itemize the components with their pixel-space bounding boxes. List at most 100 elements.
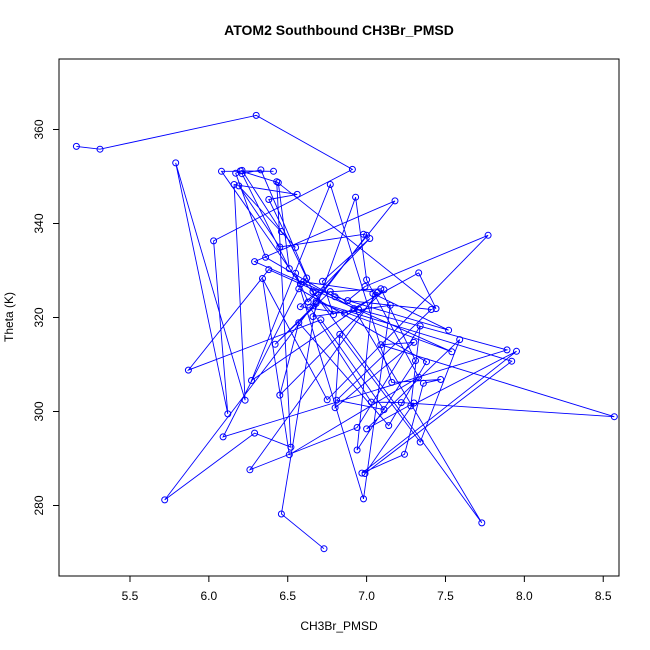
data-point [276,243,284,251]
data-point [369,290,377,297]
y-tick-label: 300 [32,401,46,421]
data-point [361,283,369,290]
series-layer [72,111,618,553]
data-point [232,169,240,177]
data-point [427,306,435,313]
data-point [248,377,255,384]
data-point [484,231,492,239]
data-point [285,265,293,273]
data-point [388,378,396,386]
data-point [312,299,320,307]
data-point [235,182,243,190]
y-axis-label: Theta (K) [2,292,16,342]
data-point [312,289,320,297]
data-point [317,316,325,324]
data-point [224,410,232,418]
data-point [259,275,266,282]
data-point [295,319,303,327]
y-tick-label: 340 [32,213,46,233]
data-point [295,285,303,293]
data-point [385,422,393,430]
data-point [331,293,339,301]
data-point [287,443,295,451]
data-point [296,303,304,311]
series-line [76,114,615,550]
data-point [380,286,388,294]
data-point [210,237,218,245]
data-point [401,450,408,458]
data-point [292,269,300,277]
data-point [326,181,334,188]
data-point [352,193,360,201]
data-point [410,338,418,346]
data-point [397,399,405,407]
data-point [360,495,367,503]
data-point [257,166,265,174]
data-point [344,297,352,305]
data-point [230,181,238,188]
data-point [300,278,307,286]
data-point [262,253,270,261]
data-point [161,496,169,504]
data-point [270,167,277,175]
data-point [380,406,388,414]
data-point [292,244,300,251]
data-point [285,451,293,459]
data-point [363,276,371,284]
x-tick-label: 8.5 [595,589,612,603]
data-point [312,298,320,305]
data-point [333,396,341,404]
data-point [277,510,285,518]
data-point [432,305,440,313]
data-point [304,298,312,306]
data-point [219,433,227,441]
data-point [241,396,249,404]
data-point [348,165,356,173]
data-point [407,402,415,410]
data-point [374,289,382,297]
data-point [318,277,326,285]
y-axis: 280 300 320 340 360 [32,119,60,516]
data-point [251,258,259,266]
x-tick-label: 8.0 [516,589,533,603]
data-point [423,358,430,366]
data-point [172,159,180,167]
data-point [184,366,192,374]
data-point [391,197,399,205]
data-point [363,425,371,433]
x-axis-label: CH3Br_PMSD [300,619,378,633]
data-point [72,142,80,150]
x-tick-label: 6.0 [201,589,218,603]
y-tick-label: 280 [32,495,46,515]
data-point [277,228,285,235]
data-point [377,341,385,349]
data-point [323,396,331,404]
data-point [415,373,423,381]
x-tick-label: 5.5 [122,589,139,603]
data-point [508,357,516,365]
data-point [610,413,618,421]
data-point [336,330,344,338]
data-point [273,178,281,186]
data-point [412,357,419,365]
data-point [326,288,334,296]
x-tick-label: 7.5 [437,589,454,603]
data-point [251,429,259,437]
data-point [448,348,456,356]
data-point [361,470,369,477]
data-point [478,519,486,527]
data-point [358,469,366,477]
x-tick-label: 7.0 [358,589,375,603]
data-point [218,167,225,175]
data-point [331,404,339,412]
data-point [355,306,363,313]
data-point [341,309,348,317]
data-point [360,230,367,238]
data-point [386,301,394,309]
data-point [445,326,453,334]
data-point [96,145,104,153]
data-point [246,466,254,474]
data-point [265,196,273,203]
data-point [366,235,374,242]
